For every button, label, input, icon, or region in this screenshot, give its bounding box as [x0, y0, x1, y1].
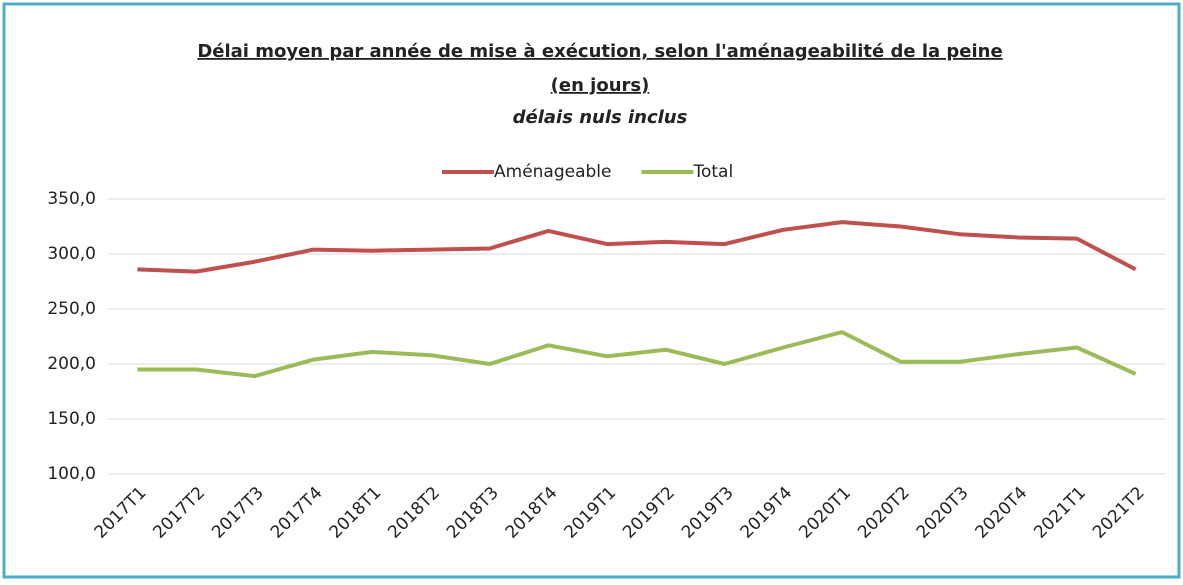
series-line	[137, 220, 1137, 274]
y-tick-label: 200,0	[47, 354, 96, 374]
y-tick-label: 100,0	[47, 464, 96, 484]
chart-title: Délai moyen par année de mise à exécutio…	[197, 41, 1002, 62]
legend-label: Aménageable	[494, 162, 611, 182]
y-tick-label: 150,0	[47, 409, 96, 429]
y-tick-label: 350,0	[47, 189, 96, 209]
chart-subtitle: délais nuls inclus	[513, 107, 688, 128]
y-tick-label: 250,0	[47, 299, 96, 319]
y-tick-label: 300,0	[47, 244, 96, 264]
legend-label: Total	[692, 162, 733, 182]
series-line	[137, 330, 1137, 379]
chart-title: (en jours)	[551, 75, 650, 96]
